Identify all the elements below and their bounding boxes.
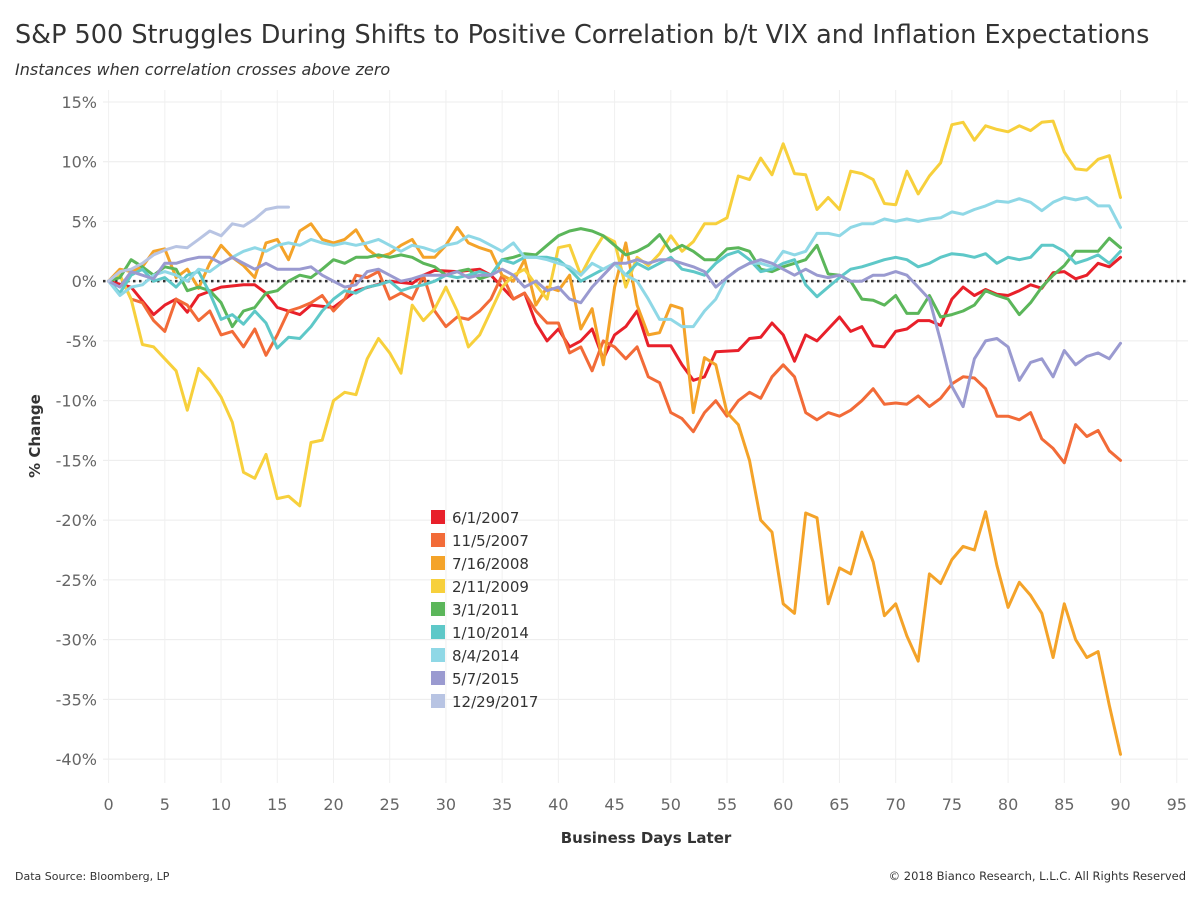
x-tick-label: 90 — [1110, 795, 1130, 814]
series-line — [107, 205, 290, 283]
legend: 6/1/2007 11/5/2007 7/16/2008 2/11/2009 3/1/2… — [431, 509, 538, 711]
x-tick-label: 65 — [829, 795, 849, 814]
y-tick-label: -20% — [56, 511, 97, 530]
x-tick-label: 85 — [1054, 795, 1074, 814]
legend-swatch — [431, 602, 445, 616]
legend-swatch — [431, 671, 445, 685]
x-tick-label: 0 — [104, 795, 114, 814]
x-tick-label: 35 — [492, 795, 512, 814]
y-tick-label: -10% — [56, 392, 97, 411]
series-lines — [107, 119, 1122, 756]
chart-title: S&P 500 Struggles During Shifts to Posit… — [15, 20, 1150, 50]
x-tick-label: 25 — [380, 795, 400, 814]
legend-swatch — [431, 648, 445, 662]
legend-label: 6/1/2007 — [452, 509, 519, 527]
y-tick-label: 0% — [72, 272, 97, 291]
y-tick-label: -35% — [56, 690, 97, 709]
x-axis-ticks: 0 5 10 15 20 25 30 35 40 45 50 55 60 65 70 75 80 85 90 95 — [104, 795, 1187, 814]
legend-label: 2/11/2009 — [452, 578, 529, 596]
series-line — [107, 255, 1122, 409]
legend-label: 3/1/2011 — [452, 601, 519, 619]
x-tick-label: 10 — [211, 795, 231, 814]
x-axis-title: Business Days Later — [561, 829, 732, 847]
legend-label: 7/16/2008 — [452, 555, 529, 573]
x-tick-label: 75 — [942, 795, 962, 814]
x-tick-label: 20 — [323, 795, 343, 814]
x-tick-label: 80 — [998, 795, 1018, 814]
x-tick-label: 15 — [267, 795, 287, 814]
gridlines — [103, 90, 1188, 783]
legend-label: 8/4/2014 — [452, 647, 519, 665]
legend-swatch — [431, 694, 445, 708]
legend-swatch — [431, 533, 445, 547]
series-line — [107, 119, 1122, 508]
series-line — [107, 222, 1122, 756]
legend-swatch — [431, 556, 445, 570]
x-tick-label: 95 — [1167, 795, 1187, 814]
legend-label: 1/10/2014 — [452, 624, 529, 642]
y-tick-label: -5% — [66, 332, 97, 351]
y-axis-title: % Change — [26, 394, 44, 478]
legend-label: 12/29/2017 — [452, 693, 538, 711]
chart-subtitle: Instances when correlation crosses above… — [15, 60, 391, 79]
copyright: © 2018 Bianco Research, L.L.C. All Right… — [888, 869, 1186, 883]
y-tick-label: -40% — [56, 750, 97, 769]
legend-swatch — [431, 510, 445, 524]
y-axis-ticks: 15% 10% 5% 0% -5% -10% -15% -20% -25% -30% -35% -40… — [56, 93, 97, 769]
x-tick-label: 50 — [661, 795, 681, 814]
y-tick-label: 15% — [61, 93, 97, 112]
x-tick-label: 30 — [436, 795, 456, 814]
legend-swatch — [431, 579, 445, 593]
data-source: Data Source: Bloomberg, LP — [15, 870, 170, 883]
y-tick-label: -15% — [56, 451, 97, 470]
x-tick-label: 40 — [548, 795, 568, 814]
legend-label: 5/7/2015 — [452, 670, 519, 688]
x-tick-label: 60 — [773, 795, 793, 814]
x-tick-label: 45 — [604, 795, 624, 814]
y-tick-label: 10% — [61, 153, 97, 172]
y-tick-label: 5% — [72, 212, 97, 231]
legend-swatch — [431, 625, 445, 639]
y-tick-label: -30% — [56, 631, 97, 650]
series-line — [107, 227, 1122, 329]
y-tick-label: -25% — [56, 571, 97, 590]
x-tick-label: 55 — [717, 795, 737, 814]
legend-label: 11/5/2007 — [452, 532, 529, 550]
x-tick-label: 70 — [885, 795, 905, 814]
x-tick-label: 5 — [160, 795, 170, 814]
